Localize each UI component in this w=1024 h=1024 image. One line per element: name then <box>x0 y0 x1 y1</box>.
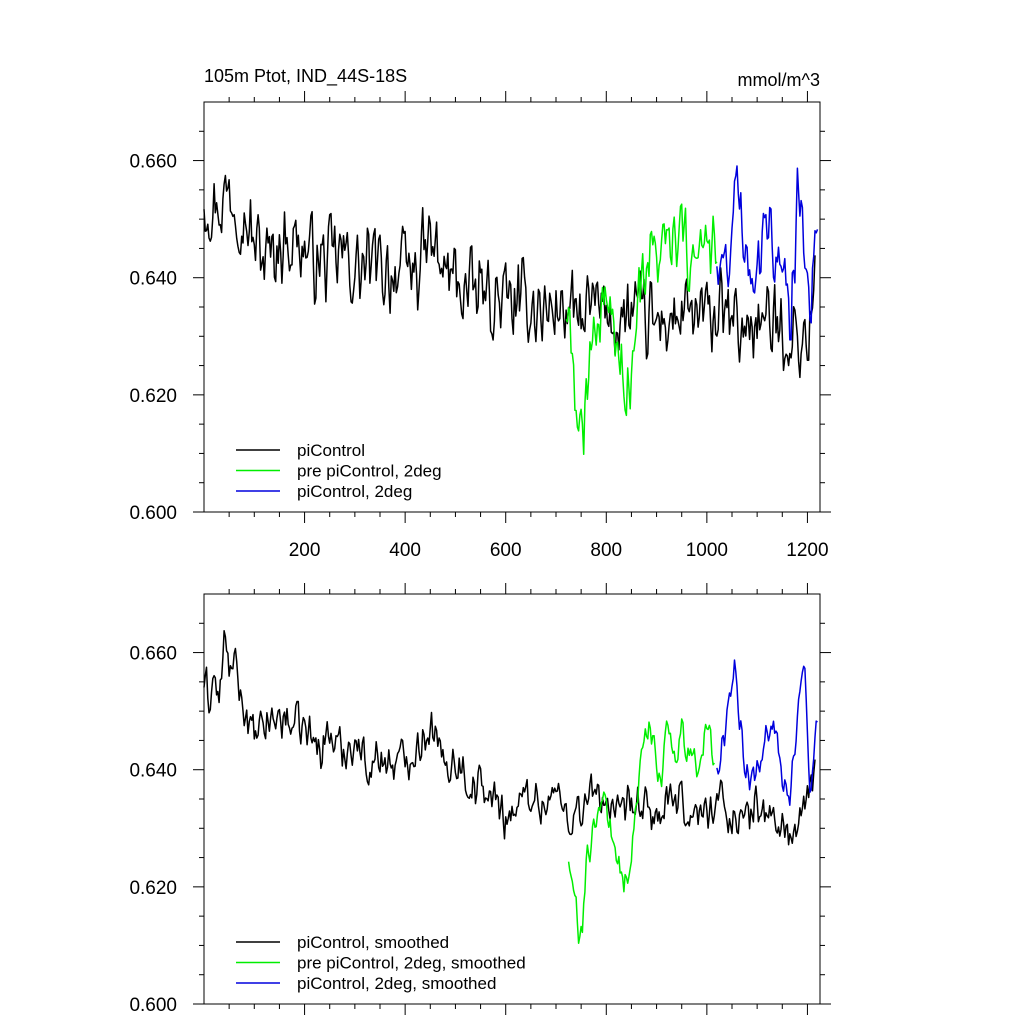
top-legend-label-picontrol: piControl <box>297 441 365 460</box>
bottom-legend-label-picontrol-smoothed: piControl, smoothed <box>297 933 449 952</box>
bottom-legend-label-picontrol-2deg-smoothed: piControl, 2deg, smoothed <box>297 974 496 993</box>
top-x-tick-label: 400 <box>389 540 421 561</box>
bottom-series-line-pre-picontrol-2deg-smoothed <box>567 718 715 944</box>
top-chart-units: mmol/m^3 <box>738 70 820 90</box>
top-x-tick-label: 1000 <box>686 540 728 561</box>
bottom-y-tick-label: 0.640 <box>129 761 177 782</box>
bottom-chart-panel: 0.600 0.620 0.640 0.660 piControl, smoothed… <box>129 583 831 1016</box>
bottom-chart-series-group <box>203 630 818 944</box>
top-y-tick-label: 0.620 <box>129 386 177 407</box>
bottom-y-tick-label: 0.620 <box>129 878 177 899</box>
top-chart-title: 105m Ptot, IND_44S-18S <box>204 66 407 87</box>
top-series-line-pre-picontrol-2deg <box>565 203 718 456</box>
bottom-y-tick-label: 0.660 <box>129 644 177 665</box>
top-x-tick-label: 200 <box>289 540 321 561</box>
bottom-chart-legend: piControl, smoothed pre piControl, 2deg, … <box>236 933 526 993</box>
bottom-y-tick-label: 0.600 <box>129 995 177 1016</box>
top-series-line-picontrol-2deg <box>716 165 819 341</box>
top-x-tick-label: 800 <box>590 540 622 561</box>
top-y-tick-label: 0.600 <box>129 503 177 524</box>
top-chart-series-group <box>203 165 819 456</box>
bottom-legend-label-pre-picontrol-2deg-smoothed: pre piControl, 2deg, smoothed <box>297 954 526 973</box>
bottom-series-line-picontrol-2deg-smoothed <box>716 659 818 806</box>
top-legend-label-pre-picontrol-2deg: pre piControl, 2deg <box>297 462 442 481</box>
bottom-series-line-picontrol-smoothed <box>203 630 816 846</box>
top-legend-label-picontrol-2deg: piControl, 2deg <box>297 482 412 501</box>
top-chart-axes: 200 400 600 800 1000 1200 0.600 0.620 0.640 0.660 <box>129 91 831 561</box>
top-y-tick-label: 0.660 <box>129 152 177 173</box>
top-chart-panel: 105m Ptot, IND_44S-18S mmol/m^3 200 400 60… <box>129 66 831 561</box>
top-x-tick-label: 600 <box>490 540 522 561</box>
top-x-tick-label: 1200 <box>786 540 828 561</box>
bottom-chart-axes: 0.600 0.620 0.640 0.660 <box>129 583 831 1016</box>
top-series-line-picontrol <box>203 174 816 379</box>
top-y-tick-label: 0.640 <box>129 269 177 290</box>
